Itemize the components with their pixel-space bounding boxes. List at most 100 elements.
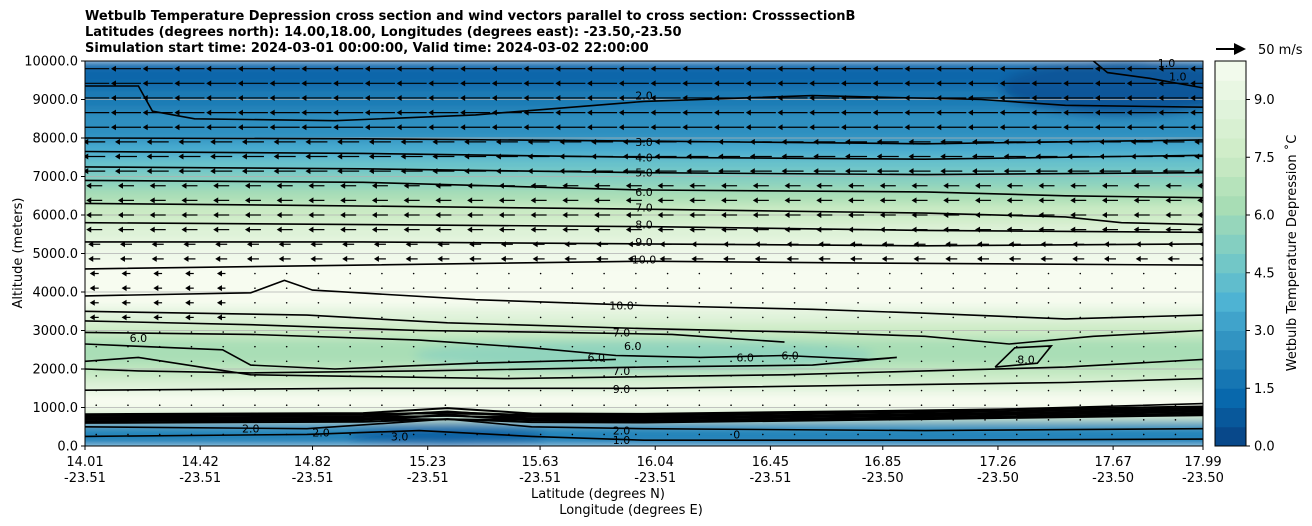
wind-vector xyxy=(174,80,205,87)
wind-vector-dot xyxy=(508,287,510,289)
colorbar-level-7 xyxy=(1215,292,1246,312)
wind-vector-head xyxy=(151,241,157,248)
wind-vector xyxy=(622,168,645,175)
wind-vector xyxy=(153,299,163,306)
wind-vector xyxy=(1035,153,1058,160)
wind-vector-dot xyxy=(571,331,574,333)
wind-vector-dot xyxy=(635,316,637,319)
y-tick-label-1: 1000.0 xyxy=(33,401,79,416)
wind-vector xyxy=(476,389,478,392)
wind-vector-head xyxy=(464,168,470,175)
wind-vector xyxy=(888,287,891,289)
wind-vector-head xyxy=(1031,124,1037,131)
wind-vector xyxy=(784,212,801,218)
wind-vector-head xyxy=(1067,153,1073,160)
wind-vector-dot xyxy=(825,316,828,319)
wind-vector-head xyxy=(301,94,307,101)
contour-label-7: 7.0 xyxy=(635,201,653,214)
wind-vector-head xyxy=(79,66,84,72)
wind-vector-dot xyxy=(1206,404,1208,406)
wind-vector xyxy=(721,212,738,218)
wind-vector-head xyxy=(178,153,184,160)
wind-vector xyxy=(464,168,487,175)
wind-vector-dot xyxy=(381,345,383,348)
wind-vector xyxy=(786,255,799,262)
wind-vector-dot xyxy=(349,419,351,421)
wind-vector-dot xyxy=(1047,272,1050,275)
wind-vector xyxy=(530,212,547,218)
wind-vector-head xyxy=(333,124,339,131)
wind-vector-dot xyxy=(508,433,510,436)
wind-vector-dot xyxy=(825,272,828,275)
wind-vector-head xyxy=(682,65,688,72)
wind-vector-head xyxy=(216,270,222,277)
wind-vector xyxy=(476,419,478,421)
wind-vector-dot xyxy=(952,345,955,348)
wind-vector-dot xyxy=(317,433,320,436)
wind-vector-dot xyxy=(888,433,891,436)
wind-vector xyxy=(571,375,574,377)
wind-vector-dot xyxy=(1015,419,1018,421)
y-axis-label: Altitude (meters) xyxy=(11,198,26,309)
contour-label-2: 2.0 xyxy=(635,90,653,103)
wind-vector-head xyxy=(428,65,434,72)
wind-vector xyxy=(596,241,609,248)
wind-vector xyxy=(730,345,732,348)
wind-vector-dot xyxy=(381,389,383,392)
wind-vector-head xyxy=(904,109,910,116)
wind-vector-head xyxy=(686,138,692,145)
wind-vector xyxy=(627,255,640,262)
wind-vector xyxy=(745,65,776,72)
wind-vector xyxy=(857,360,859,363)
wind-vector xyxy=(952,433,955,436)
wind-vector xyxy=(206,109,237,116)
wind-vector-dot xyxy=(1111,316,1113,319)
wind-vector xyxy=(222,331,225,333)
wind-vector-head xyxy=(114,138,120,145)
wind-vector xyxy=(539,419,542,421)
wind-vector xyxy=(1165,197,1182,204)
colorbar: 0.01.53.04.56.07.59.0 xyxy=(1214,60,1275,455)
wind-vector-dot xyxy=(127,389,129,392)
colorbar-level-18 xyxy=(1215,80,1246,100)
wind-vector-head xyxy=(1199,241,1203,247)
wind-vector xyxy=(381,301,383,304)
wind-vector-dot xyxy=(381,316,383,319)
wind-vector xyxy=(762,375,764,377)
wind-vector xyxy=(888,345,891,348)
wind-vector xyxy=(464,153,487,160)
wind-vector-dot xyxy=(539,287,542,289)
wind-vector-head xyxy=(400,153,406,160)
wind-vector-dot xyxy=(190,375,193,377)
wind-vector xyxy=(1031,94,1062,101)
wind-vector xyxy=(285,316,288,319)
wind-vector-head xyxy=(818,255,824,262)
wind-vector-dot xyxy=(1174,301,1177,304)
wind-vector-dot xyxy=(825,389,828,392)
wind-vector xyxy=(1070,212,1087,218)
wind-vector-head xyxy=(784,226,790,233)
wind-vector-dot xyxy=(1015,375,1018,377)
wind-vector-head xyxy=(174,124,180,131)
wind-vector xyxy=(857,389,859,392)
wind-vector-dot xyxy=(1206,390,1208,392)
wind-vector xyxy=(523,65,554,72)
wind-vector xyxy=(762,433,764,436)
wind-vector xyxy=(562,226,579,233)
wind-vector-head xyxy=(587,124,593,131)
wind-vector xyxy=(723,255,736,262)
wind-vector-head xyxy=(1040,241,1046,248)
wind-vector xyxy=(857,375,859,377)
wind-vector-head xyxy=(816,182,822,189)
wind-vector xyxy=(698,419,701,421)
wind-vector-dot xyxy=(920,360,923,363)
wind-vector-dot xyxy=(1079,433,1082,436)
wind-vector-dot xyxy=(539,389,542,392)
wind-vector-head xyxy=(777,109,783,116)
wind-vector-head xyxy=(1035,138,1041,145)
wind-vector-head xyxy=(305,138,311,145)
wind-vector xyxy=(476,375,478,377)
wind-vector-dot xyxy=(984,433,986,436)
y-tick-label-3: 3000.0 xyxy=(33,324,79,339)
wind-vector-head xyxy=(968,80,974,87)
